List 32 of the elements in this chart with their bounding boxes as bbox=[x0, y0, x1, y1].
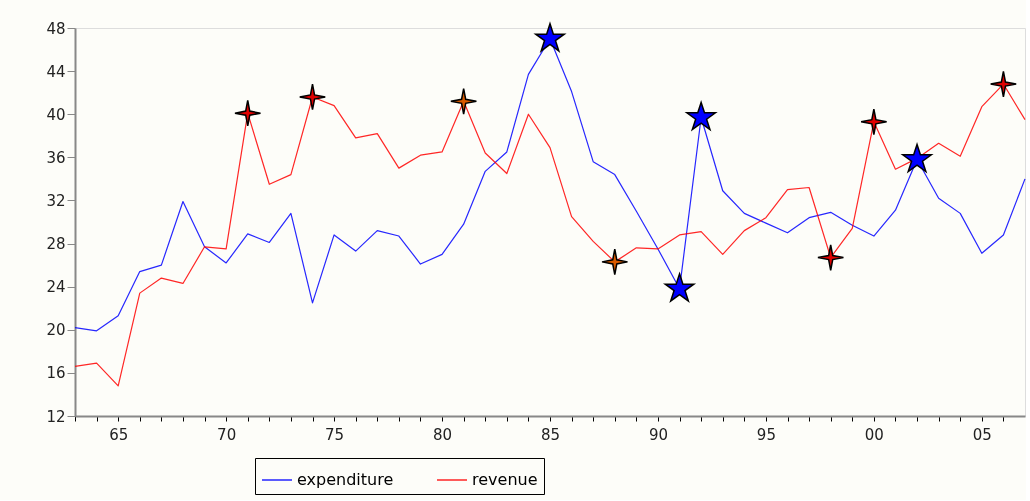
point bbox=[686, 101, 717, 131]
y-tick-label: 32 bbox=[46, 191, 66, 210]
point bbox=[299, 83, 326, 111]
y-tick-label: 28 bbox=[46, 235, 66, 254]
legend-label: revenue bbox=[472, 470, 538, 489]
y-tick-label: 24 bbox=[46, 278, 66, 297]
x-tick-label: 85 bbox=[540, 425, 561, 444]
y-tick-label: 16 bbox=[46, 364, 66, 383]
legend-label: expenditure bbox=[297, 470, 394, 489]
point bbox=[817, 244, 845, 272]
x-tick-label: 65 bbox=[109, 425, 129, 444]
x-tick-label: 90 bbox=[648, 425, 668, 444]
x-tick-label: 80 bbox=[433, 425, 453, 444]
y-tick-label: 40 bbox=[46, 105, 66, 124]
x-tick-label: 75 bbox=[325, 425, 345, 444]
x-tick-label: 05 bbox=[972, 425, 992, 444]
x-tick-label: 95 bbox=[756, 425, 776, 444]
y-tick-label: 36 bbox=[46, 148, 66, 167]
y-tick-label: 48 bbox=[46, 19, 66, 38]
point bbox=[534, 23, 566, 52]
point bbox=[664, 273, 695, 302]
x-tick-label: 70 bbox=[217, 425, 237, 444]
y-tick-label: 20 bbox=[46, 321, 66, 340]
point bbox=[450, 87, 478, 115]
x-tick-label: 00 bbox=[864, 425, 884, 444]
point bbox=[860, 108, 888, 136]
point bbox=[601, 248, 629, 276]
y-tick-label: 44 bbox=[46, 62, 66, 81]
point bbox=[234, 99, 262, 127]
point bbox=[989, 70, 1017, 98]
point bbox=[902, 143, 933, 173]
y-tick-label: 12 bbox=[46, 407, 66, 426]
